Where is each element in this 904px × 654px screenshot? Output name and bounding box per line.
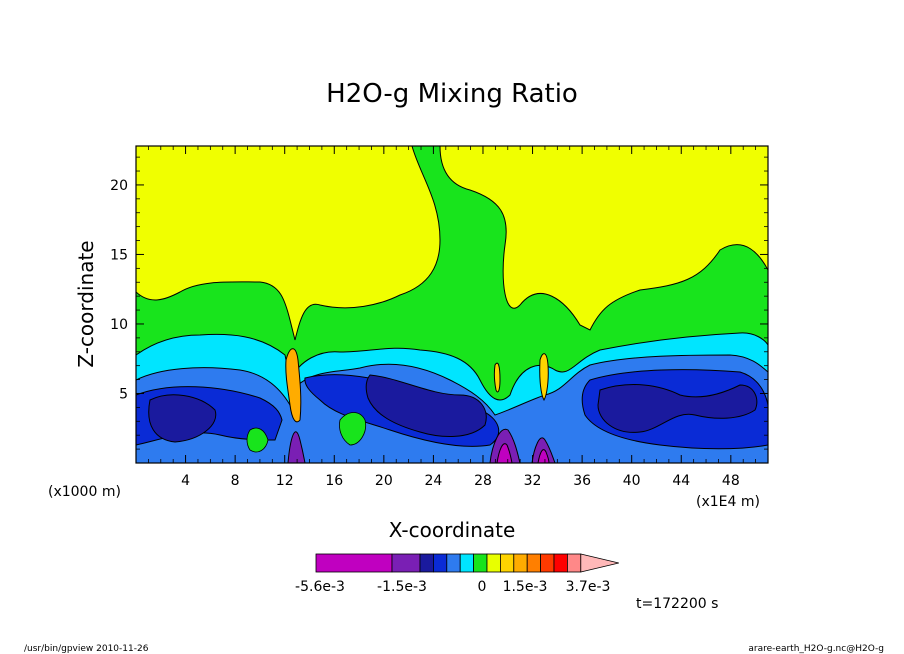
footer-left: /usr/bin/gpview 2010-11-26 <box>24 644 149 654</box>
colorbar-swatch <box>553 553 568 573</box>
colorbar <box>315 553 619 573</box>
x-tick-label: 28 <box>474 473 492 489</box>
colorbar-label: -1.5e-3 <box>377 579 427 595</box>
colorbar-swatch <box>315 553 393 573</box>
footer-right: arare-earth_H2O-g.nc@H2O-g <box>748 644 884 654</box>
time-label: t=172200 s <box>636 596 718 612</box>
contour-region-magenta <box>496 443 550 463</box>
x-tick-label: 12 <box>276 473 294 489</box>
contour-region-surface-green <box>246 412 367 453</box>
colorbar-swatch <box>486 553 501 573</box>
colorbar-arrow <box>580 553 619 573</box>
y-tick-label: 5 <box>119 386 128 402</box>
chart-title: H2O-g Mixing Ratio <box>326 79 578 109</box>
y-tick-label: 20 <box>110 178 128 194</box>
x-tick-label: 8 <box>231 473 240 489</box>
contour-plot <box>136 146 768 463</box>
colorbar-swatch <box>432 553 448 573</box>
colorbar-label: 0 <box>478 579 487 595</box>
contour-region-darkblue <box>148 374 758 443</box>
x-tick-label: 4 <box>181 473 190 489</box>
y-tick-label: 15 <box>110 247 128 263</box>
contour-region-plume-yellow <box>493 353 549 401</box>
colorbar-swatch <box>526 553 542 573</box>
x-tick-label: 24 <box>424 473 442 489</box>
x-tick-label: 40 <box>623 473 641 489</box>
x-unit-left: (x1000 m) <box>48 484 121 500</box>
colorbar-swatch <box>391 553 421 573</box>
colorbar-swatch <box>567 553 582 573</box>
colorbar-swatch <box>473 553 488 573</box>
plot-frame <box>135 145 769 464</box>
contour-region-plume-orange <box>285 348 302 423</box>
x-axis-ticks: 4 8 12 16 20 24 28 32 36 40 44 48 <box>147 146 757 489</box>
colorbar-swatch <box>540 553 555 573</box>
colorbar-label: 1.5e-3 <box>503 579 548 595</box>
colorbar-swatch <box>459 553 475 573</box>
colorbar-swatch <box>446 553 461 573</box>
x-tick-label: 48 <box>722 473 740 489</box>
colorbar-label: 3.7e-3 <box>566 579 611 595</box>
colorbar-labels: -5.6e-3 -1.5e-3 0 1.5e-3 3.7e-3 <box>295 579 610 595</box>
x-tick-label: 36 <box>573 473 591 489</box>
x-axis-label: X-coordinate <box>389 518 516 542</box>
y-tick-label: 10 <box>110 317 128 333</box>
x-tick-label: 16 <box>325 473 343 489</box>
y-axis-ticks: 5 10 15 20 <box>110 156 768 450</box>
y-axis-label: Z-coordinate <box>74 240 98 367</box>
colorbar-swatch <box>513 553 528 573</box>
x-tick-label: 32 <box>524 473 542 489</box>
colorbar-label: -5.6e-3 <box>295 579 345 595</box>
x-tick-label: 44 <box>672 473 690 489</box>
x-unit-right: (x1E4 m) <box>696 494 760 510</box>
colorbar-swatch <box>499 553 515 573</box>
colorbar-swatch <box>419 553 434 573</box>
x-tick-label: 20 <box>375 473 393 489</box>
